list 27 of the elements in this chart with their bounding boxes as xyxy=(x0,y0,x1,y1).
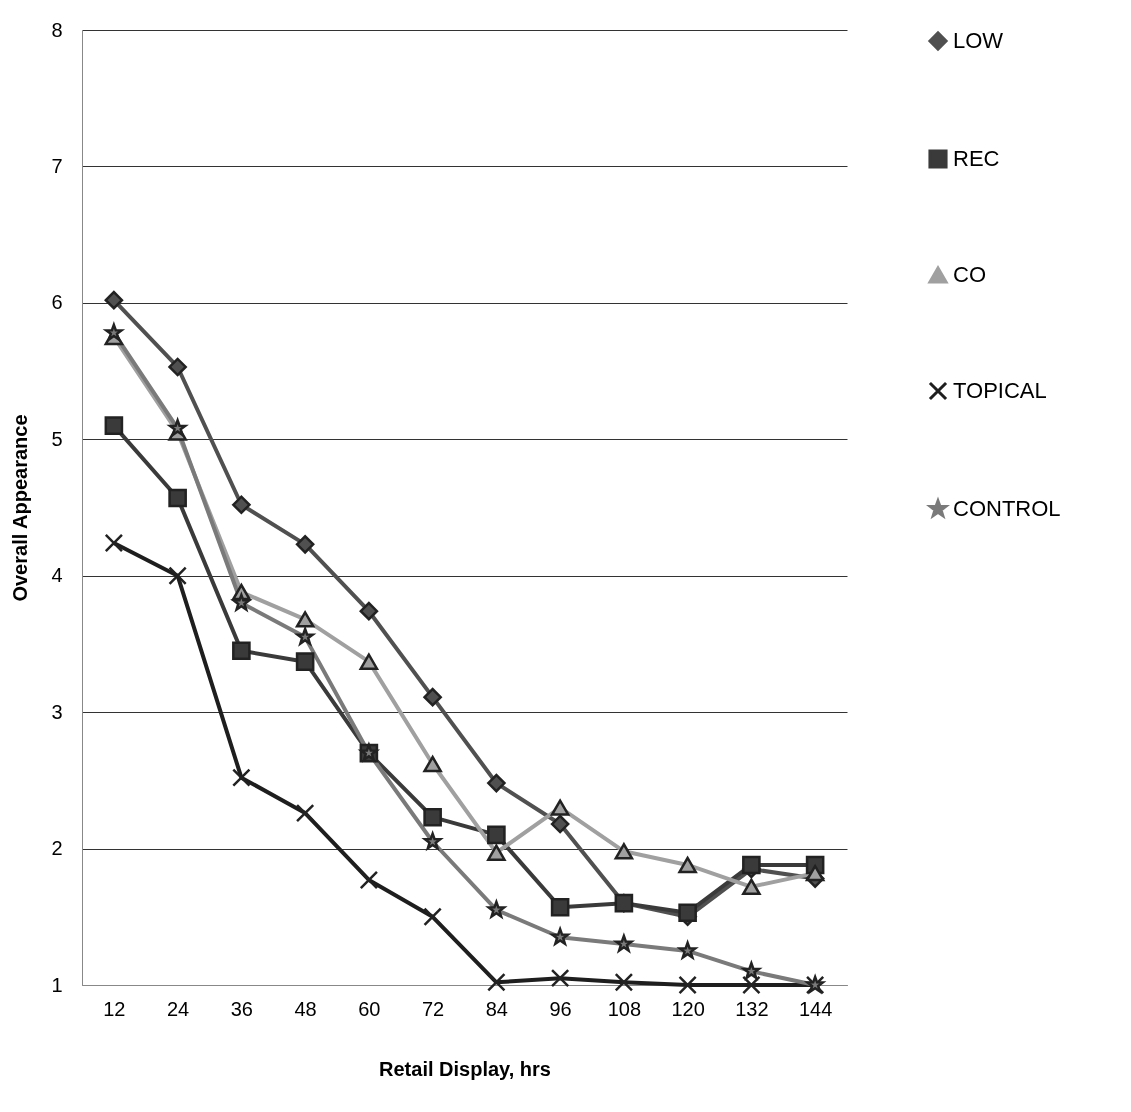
legend-label: LOW xyxy=(953,28,1004,53)
y-tick-label: 1 xyxy=(51,973,63,996)
y-tick-label: 6 xyxy=(51,291,63,314)
x-tick-label: 36 xyxy=(230,997,253,1020)
y-tick-label: 7 xyxy=(51,154,63,177)
x-tick-label: 144 xyxy=(798,997,833,1020)
legend-label: REC xyxy=(953,146,1000,171)
y-tick-label: 8 xyxy=(51,18,63,41)
legend-label: TOPICAL xyxy=(953,378,1047,403)
y-axis-title: Overall Appearance xyxy=(9,414,32,602)
legend-label: CO xyxy=(953,262,986,287)
legend-label: CONTROL xyxy=(953,496,1061,521)
y-tick-label: 4 xyxy=(51,564,63,587)
y-tick-label: 2 xyxy=(51,837,63,860)
x-tick-label: 108 xyxy=(607,997,642,1020)
x-axis-title: Retail Display, hrs xyxy=(379,1057,551,1080)
x-tick-label: 12 xyxy=(103,997,126,1020)
y-tick-label: 5 xyxy=(51,427,63,450)
y-tick-label: 3 xyxy=(51,700,63,723)
x-tick-label: 48 xyxy=(294,997,317,1020)
x-tick-label: 132 xyxy=(735,997,769,1020)
x-tick-label: 60 xyxy=(358,997,381,1020)
x-tick-label: 84 xyxy=(485,997,508,1020)
x-tick-label: 72 xyxy=(422,997,445,1020)
x-tick-label: 24 xyxy=(167,997,190,1020)
x-tick-label: 96 xyxy=(549,997,572,1020)
x-tick-label: 120 xyxy=(671,997,705,1020)
